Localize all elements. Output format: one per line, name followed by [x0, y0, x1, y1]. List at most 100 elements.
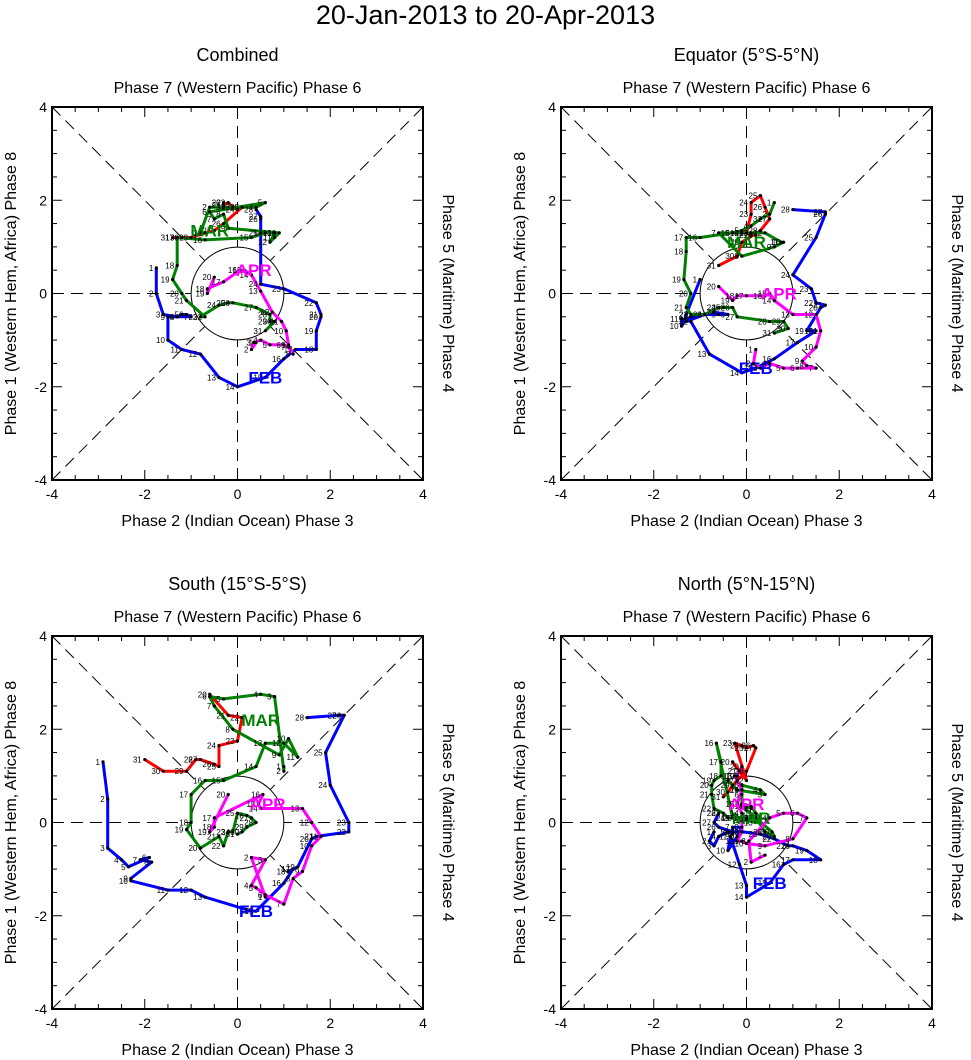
- day-label: 29: [730, 238, 739, 247]
- day-label: 2: [702, 837, 707, 846]
- day-label: 8: [286, 350, 291, 359]
- data-point: [235, 207, 240, 212]
- data-point: [744, 778, 749, 783]
- day-label: 8: [734, 252, 739, 261]
- day-label: 14: [730, 809, 739, 818]
- day-label: 28: [184, 756, 193, 765]
- day-label: 27: [744, 814, 753, 823]
- data-point: [166, 888, 170, 892]
- day-label: 13: [193, 893, 202, 902]
- data-point: [728, 834, 732, 839]
- data-point: [754, 746, 758, 750]
- panel-1: Equator (5°S-5°N) Phase 7 (Western Pacifi…: [512, 45, 965, 530]
- data-point: [203, 238, 207, 242]
- data-point: [768, 881, 772, 885]
- day-label: 21: [739, 231, 748, 240]
- main-title: 20-Jan-2013 to 20-Apr-2013: [315, 0, 656, 30]
- data-point: [221, 697, 226, 701]
- data-point: [249, 855, 254, 860]
- day-label: 12: [753, 229, 762, 238]
- data-point: [758, 193, 763, 198]
- month-label-feb: FEB: [753, 874, 787, 893]
- day-label: 9: [758, 842, 763, 851]
- data-point: [737, 769, 742, 773]
- day-label: 1: [276, 763, 281, 772]
- data-point: [221, 778, 226, 783]
- day-label: 20: [202, 273, 211, 282]
- data-point: [768, 361, 772, 366]
- day-label: 6: [725, 830, 730, 839]
- day-label: 10: [156, 336, 165, 345]
- day-label: 4: [711, 832, 716, 841]
- day-label: 13: [739, 229, 748, 238]
- data-point: [772, 837, 776, 841]
- day-label: 25: [314, 749, 323, 758]
- day-label: 4: [744, 222, 749, 231]
- data-point: [212, 762, 216, 766]
- day-label: 16: [193, 777, 202, 786]
- data-point: [754, 233, 758, 237]
- x-tick-label: 4: [419, 486, 427, 502]
- day-label: 16: [193, 236, 202, 245]
- day-label: 4: [253, 336, 258, 345]
- data-point: [231, 830, 235, 834]
- data-point: [717, 825, 721, 829]
- day-label: 20: [707, 283, 716, 292]
- panel-title: Equator (5°S-5°N): [674, 45, 819, 65]
- month-label-apr: APR: [236, 261, 272, 280]
- day-label: 16: [704, 739, 713, 748]
- panel-title: South (15°S-5°S): [168, 574, 306, 594]
- data-point: [791, 858, 795, 862]
- day-label: 5: [258, 199, 263, 208]
- right-axis-label: Phase 5 (Maritime) Phase 4: [439, 723, 456, 921]
- day-label: 31: [762, 329, 771, 338]
- day-label: 17: [674, 234, 683, 243]
- day-label: 21: [304, 832, 313, 841]
- data-point: [735, 315, 739, 319]
- data-point: [240, 205, 244, 209]
- day-label: 10: [804, 343, 813, 352]
- day-label: 3: [741, 837, 746, 846]
- data-point: [791, 837, 795, 841]
- day-label: 11: [744, 809, 753, 818]
- day-label: 31: [730, 802, 739, 811]
- day-label: 22: [230, 714, 239, 723]
- data-point: [221, 844, 226, 848]
- data-point: [170, 277, 175, 282]
- month-label-mar: MAR: [190, 222, 229, 241]
- day-label: 24: [707, 303, 716, 312]
- data-point: [129, 879, 133, 883]
- data-point: [238, 268, 242, 272]
- day-label: 1: [707, 828, 712, 837]
- top-axis-label: Phase 7 (Western Pacific) Phase 6: [114, 80, 362, 97]
- y-tick-label: 4: [39, 99, 47, 115]
- day-label: 24: [207, 742, 216, 751]
- data-point: [707, 352, 712, 356]
- day-label: 23: [693, 310, 702, 319]
- data-point: [273, 695, 277, 699]
- data-point: [786, 844, 790, 848]
- day-label: 7: [711, 229, 716, 238]
- day-label: 7: [281, 343, 286, 352]
- day-label: 28: [781, 206, 790, 215]
- day-label: 24: [781, 271, 790, 280]
- data-point: [284, 329, 288, 333]
- data-point: [286, 345, 291, 349]
- data-point: [180, 312, 184, 317]
- y-tick-label: 0: [548, 815, 556, 831]
- day-label: 18: [179, 819, 188, 828]
- data-point: [754, 816, 758, 820]
- day-label: 21: [700, 791, 709, 800]
- data-point: [212, 704, 216, 708]
- data-point: [744, 294, 749, 298]
- day-label: 22: [702, 805, 711, 814]
- day-label: 23: [221, 203, 230, 212]
- data-point: [291, 876, 295, 881]
- day-label: 3: [707, 842, 712, 851]
- data-point: [198, 352, 202, 356]
- day-label: 19: [195, 290, 204, 299]
- day-label: 22: [212, 842, 221, 851]
- day-label: 21: [674, 303, 683, 312]
- day-label: 23: [188, 313, 197, 322]
- series-line-feb: [707, 812, 823, 899]
